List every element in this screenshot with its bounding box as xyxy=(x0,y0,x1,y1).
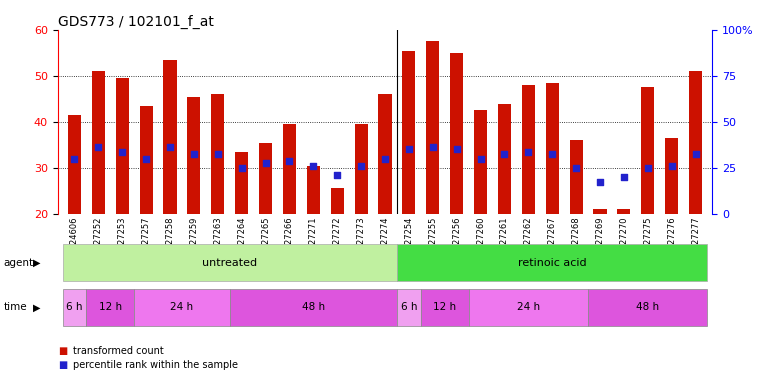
Point xyxy=(618,174,630,180)
Text: agent: agent xyxy=(4,258,34,267)
Text: GDS773 / 102101_f_at: GDS773 / 102101_f_at xyxy=(58,15,213,29)
Text: percentile rank within the sample: percentile rank within the sample xyxy=(73,360,238,370)
Text: 24 h: 24 h xyxy=(170,303,193,312)
Point xyxy=(355,162,367,168)
Point xyxy=(665,162,678,168)
Bar xyxy=(570,140,583,214)
Point xyxy=(307,162,320,168)
Point xyxy=(522,149,534,155)
Point xyxy=(92,144,105,150)
Point xyxy=(570,165,582,171)
Bar xyxy=(378,94,392,214)
Bar xyxy=(330,189,343,214)
Bar xyxy=(187,97,200,214)
Bar xyxy=(283,124,296,214)
Text: 48 h: 48 h xyxy=(636,303,659,312)
Point xyxy=(164,144,176,150)
Text: ■: ■ xyxy=(58,346,67,355)
Text: 48 h: 48 h xyxy=(302,303,325,312)
Bar xyxy=(139,106,152,214)
Text: ▶: ▶ xyxy=(33,303,41,312)
Text: untreated: untreated xyxy=(203,258,257,267)
Bar xyxy=(618,209,631,214)
Bar xyxy=(522,85,535,214)
Bar xyxy=(546,83,559,214)
Point xyxy=(546,151,558,157)
Point xyxy=(188,151,200,157)
Point xyxy=(283,158,296,164)
Bar xyxy=(259,142,272,214)
Point xyxy=(236,165,248,171)
Text: 12 h: 12 h xyxy=(434,303,457,312)
Point xyxy=(474,156,487,162)
Bar xyxy=(665,138,678,214)
Text: ■: ■ xyxy=(58,360,67,370)
Bar xyxy=(306,165,320,214)
Point xyxy=(641,165,654,171)
Bar xyxy=(235,152,248,214)
Bar xyxy=(354,124,368,214)
Text: 12 h: 12 h xyxy=(99,303,122,312)
Bar xyxy=(116,78,129,214)
Bar xyxy=(689,71,702,214)
Point xyxy=(450,146,463,152)
Point xyxy=(140,156,152,162)
Point xyxy=(331,172,343,178)
Text: retinoic acid: retinoic acid xyxy=(518,258,587,267)
Point xyxy=(594,178,606,184)
Text: transformed count: transformed count xyxy=(73,346,164,355)
Point xyxy=(403,146,415,152)
Bar xyxy=(163,60,176,214)
Text: ▶: ▶ xyxy=(33,258,41,267)
Bar xyxy=(474,110,487,214)
Point xyxy=(69,156,81,162)
Bar xyxy=(211,94,224,214)
Point xyxy=(689,151,701,157)
Text: time: time xyxy=(4,303,28,312)
Text: 6 h: 6 h xyxy=(66,303,82,312)
Text: 6 h: 6 h xyxy=(400,303,417,312)
Point xyxy=(116,149,129,155)
Bar xyxy=(402,51,416,214)
Point xyxy=(427,144,439,150)
Bar xyxy=(498,104,511,214)
Bar xyxy=(594,209,607,214)
Bar xyxy=(68,115,81,214)
Bar xyxy=(450,53,464,214)
Bar xyxy=(641,87,654,214)
Bar xyxy=(92,71,105,214)
Point xyxy=(379,156,391,162)
Point xyxy=(259,160,272,166)
Text: 24 h: 24 h xyxy=(517,303,540,312)
Bar xyxy=(427,42,440,214)
Point xyxy=(498,151,511,157)
Point xyxy=(212,151,224,157)
